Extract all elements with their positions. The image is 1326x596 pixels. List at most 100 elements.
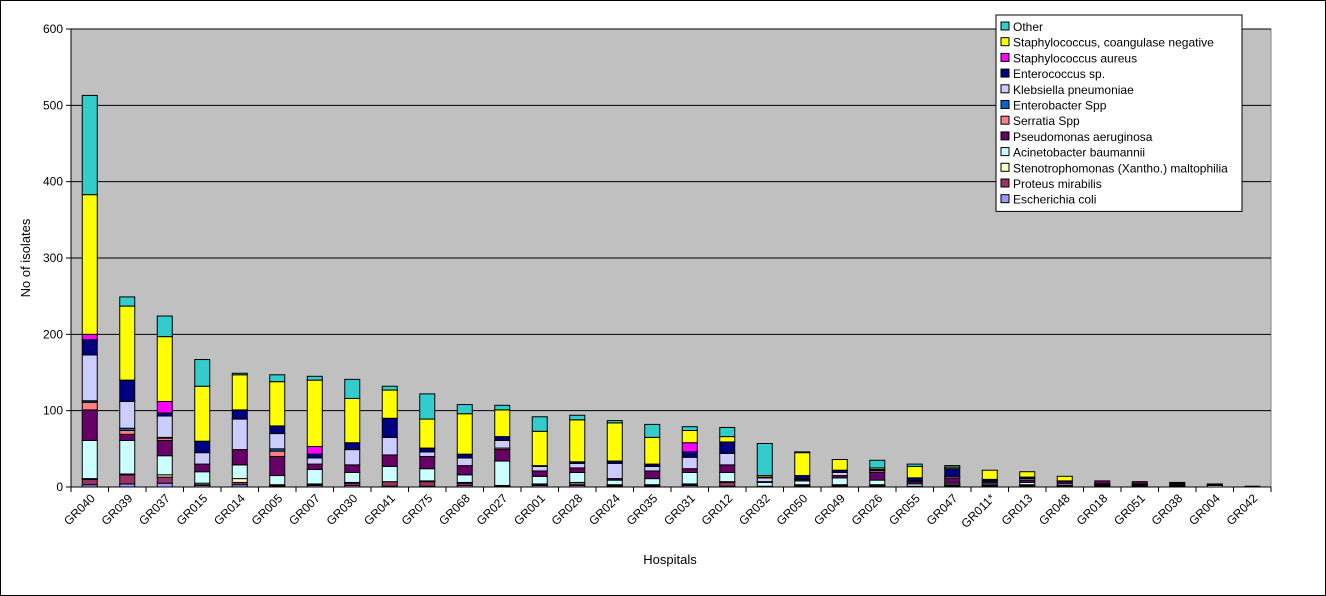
bar-segment <box>156 476 173 484</box>
bar-stack-GR011* <box>981 469 998 488</box>
x-tick-label: GR038 <box>1149 491 1186 528</box>
bar-segment <box>344 449 361 466</box>
x-tick-label: GR068 <box>436 491 473 528</box>
x-tick-label: GR013 <box>999 491 1036 528</box>
bar-stack-GR030 <box>344 378 361 488</box>
legend-entry: Staphylococcus, coangulase negative <box>1000 36 1214 50</box>
bar-segment <box>569 419 586 463</box>
bar-segment <box>681 451 698 458</box>
bar-segment <box>269 475 286 486</box>
bar-segment <box>719 452 736 466</box>
bar-segment <box>456 413 473 455</box>
bar-segment <box>119 379 136 403</box>
legend-label: Enterobacter Spp <box>1013 99 1107 113</box>
bar-segment <box>531 465 548 472</box>
bar-segment <box>831 477 848 486</box>
bar-segment <box>644 436 661 465</box>
bar-segment <box>719 481 736 487</box>
bar-segment <box>231 464 248 480</box>
legend-label: Klebsiella pneumoniae <box>1013 83 1134 97</box>
bar-segment <box>381 436 398 456</box>
y-tick-label: 400 <box>43 175 63 189</box>
bar-segment <box>606 420 623 424</box>
bar-segment <box>644 478 661 486</box>
bar-stack-GR013 <box>1019 471 1036 488</box>
bar-segment <box>156 439 173 457</box>
y-tick-label: 200 <box>43 327 63 341</box>
bar-segment <box>681 471 698 485</box>
legend-entry: Pseudomonas aeruginosa <box>1000 130 1153 144</box>
legend-label: Serratia Spp <box>1013 114 1080 128</box>
legend-label: Stenotrophomonas (Xantho.) maltophilia <box>1013 161 1228 175</box>
bar-segment <box>419 393 436 420</box>
bar-segment <box>231 374 248 411</box>
bar-segment <box>644 470 661 480</box>
bar-stack-GR039 <box>119 296 136 488</box>
bar-segment <box>531 416 548 432</box>
x-tick-label: GR039 <box>99 491 136 528</box>
bar-segment <box>344 464 361 473</box>
bar-segment <box>344 471 361 483</box>
bar-segment <box>119 305 136 381</box>
legend-swatch <box>1000 52 1010 62</box>
bar-segment <box>81 401 98 411</box>
bar-segment <box>719 464 736 473</box>
legend-label: Proteus mirabilis <box>1013 177 1102 191</box>
x-axis-label: Hospitals <box>643 552 697 567</box>
bar-segment <box>194 440 211 454</box>
bar-stack-GR001 <box>531 416 548 488</box>
x-tick-label: GR001 <box>511 491 548 528</box>
bar-segment <box>494 409 511 438</box>
bar-stack-GR018 <box>1094 480 1111 488</box>
bar-segment <box>531 475 548 485</box>
bar-segment <box>756 442 773 477</box>
bar-segment <box>419 455 436 470</box>
bar-segment <box>269 425 286 435</box>
bar-segment <box>194 452 211 465</box>
bar-segment <box>681 426 698 432</box>
x-tick-label: GR042 <box>1224 491 1261 528</box>
bar-segment <box>906 465 923 479</box>
x-tick-label: GR055 <box>886 491 923 528</box>
bar-stack-GR024 <box>606 420 623 488</box>
bar-segment <box>494 436 511 441</box>
bar-segment <box>119 474 136 485</box>
legend-entry: Serratia Spp <box>1000 114 1080 128</box>
bar-segment <box>944 468 961 477</box>
bar-segment <box>1056 475 1073 482</box>
bar-stack-GR041 <box>381 385 398 488</box>
bar-segment <box>194 471 211 484</box>
bar-segment <box>531 470 548 477</box>
legend-entry: Staphylococcus aureus <box>1000 51 1137 65</box>
bar-segment <box>869 471 886 481</box>
bar-segment <box>81 478 98 486</box>
bar-segment <box>381 389 398 419</box>
bar-segment <box>119 433 136 441</box>
bar-segment <box>306 463 323 470</box>
bar-segment <box>231 409 248 420</box>
legend-label: Escherichia coli <box>1013 193 1096 207</box>
legend-entry: Other <box>1000 20 1043 34</box>
legend-label: Enterococcus sp. <box>1013 67 1105 81</box>
x-tick-label: GR005 <box>249 491 286 528</box>
bar-segment <box>606 479 623 486</box>
bar-segment <box>681 456 698 470</box>
bar-segment <box>306 457 323 465</box>
bar-segment <box>381 465 398 483</box>
bar-segment <box>119 439 136 475</box>
x-tick-label: GR004 <box>1186 491 1223 528</box>
y-tick-label: 0 <box>56 480 63 494</box>
bar-segment <box>869 459 886 469</box>
y-tick-label: 300 <box>43 251 63 265</box>
bar-segment <box>869 479 886 486</box>
bar-segment <box>681 468 698 473</box>
x-tick-label: GR027 <box>474 491 511 528</box>
bar-segment <box>306 468 323 485</box>
bar-stack-GR012 <box>719 426 736 488</box>
bar-stack-GR014 <box>231 372 248 488</box>
bar-segment <box>981 469 998 480</box>
bar-segment <box>944 465 961 468</box>
bar-segment <box>906 463 923 467</box>
x-tick-label: GR051 <box>1111 491 1148 528</box>
bar-segment <box>569 467 586 473</box>
